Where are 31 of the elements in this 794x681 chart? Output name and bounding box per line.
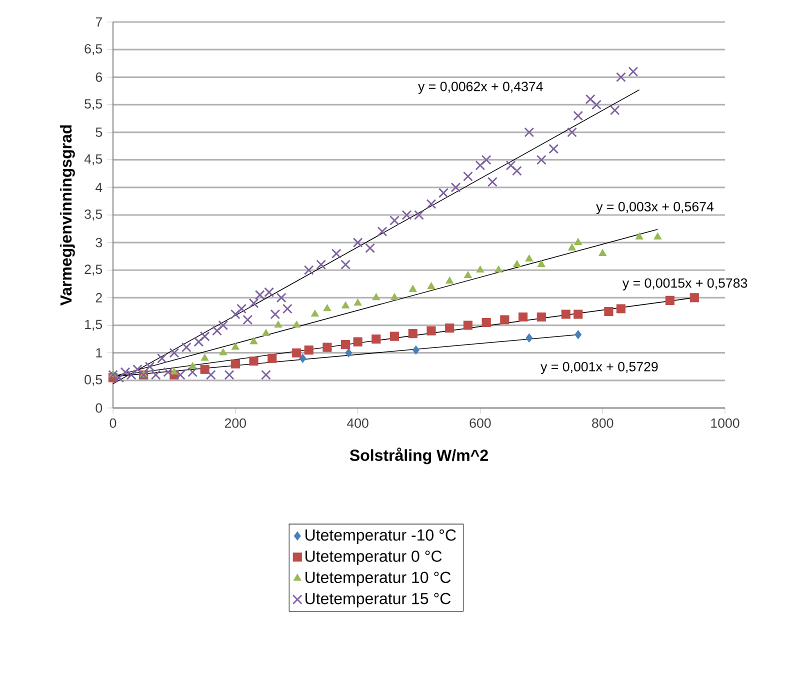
y-tick-label: 5 xyxy=(96,128,102,137)
y-tick-label: 0,5 xyxy=(84,374,102,386)
annotation: y = 0,001x + 0,5729 xyxy=(540,362,658,374)
y-tick-label: 2,5 xyxy=(84,264,102,276)
x-tick-label: 400 xyxy=(346,418,368,428)
x-axis-title: Solstråling W/m^2 xyxy=(350,448,488,464)
x-tick-label: 800 xyxy=(592,418,614,428)
y-tick-label: 1 xyxy=(96,348,102,358)
x-tick-label: 0 xyxy=(110,418,116,428)
y-axis-title: Varmegjenvinningsgrad xyxy=(60,125,75,306)
y-tick-label: 4,5 xyxy=(84,154,102,166)
annotation: y = 0,0015x + 0,5783 xyxy=(622,278,748,290)
x-tick-label: 1000 xyxy=(711,418,740,428)
x-tick-label: 200 xyxy=(224,418,246,428)
y-tick-label: 3,5 xyxy=(84,209,102,221)
legend-label: Utetemperatur 0 °C xyxy=(306,550,442,566)
legend-label: Utetemperatur -10 °C xyxy=(306,529,456,544)
x-tick-label: 600 xyxy=(470,418,491,428)
y-tick-label: 1,5 xyxy=(85,320,102,331)
y-tick-label: 2 xyxy=(96,293,102,302)
y-tick-label: 6 xyxy=(96,72,102,82)
y-tick-label: 6,5 xyxy=(84,44,102,56)
legend-label: Utetemperatur 10 °C xyxy=(306,572,451,586)
legend-label: Utetemperatur 15 °C xyxy=(306,592,451,608)
annotation: y = 0,0062x + 0,4374 xyxy=(418,82,543,94)
y-tick-label: 3 xyxy=(96,238,102,248)
y-tick-label: 5,5 xyxy=(84,99,102,110)
y-tick-label: 7 xyxy=(96,17,102,27)
y-tick-label: 0 xyxy=(96,403,102,413)
annotation: y = 0,003x + 0,5674 xyxy=(596,202,714,214)
y-tick-label: 4 xyxy=(96,182,102,192)
